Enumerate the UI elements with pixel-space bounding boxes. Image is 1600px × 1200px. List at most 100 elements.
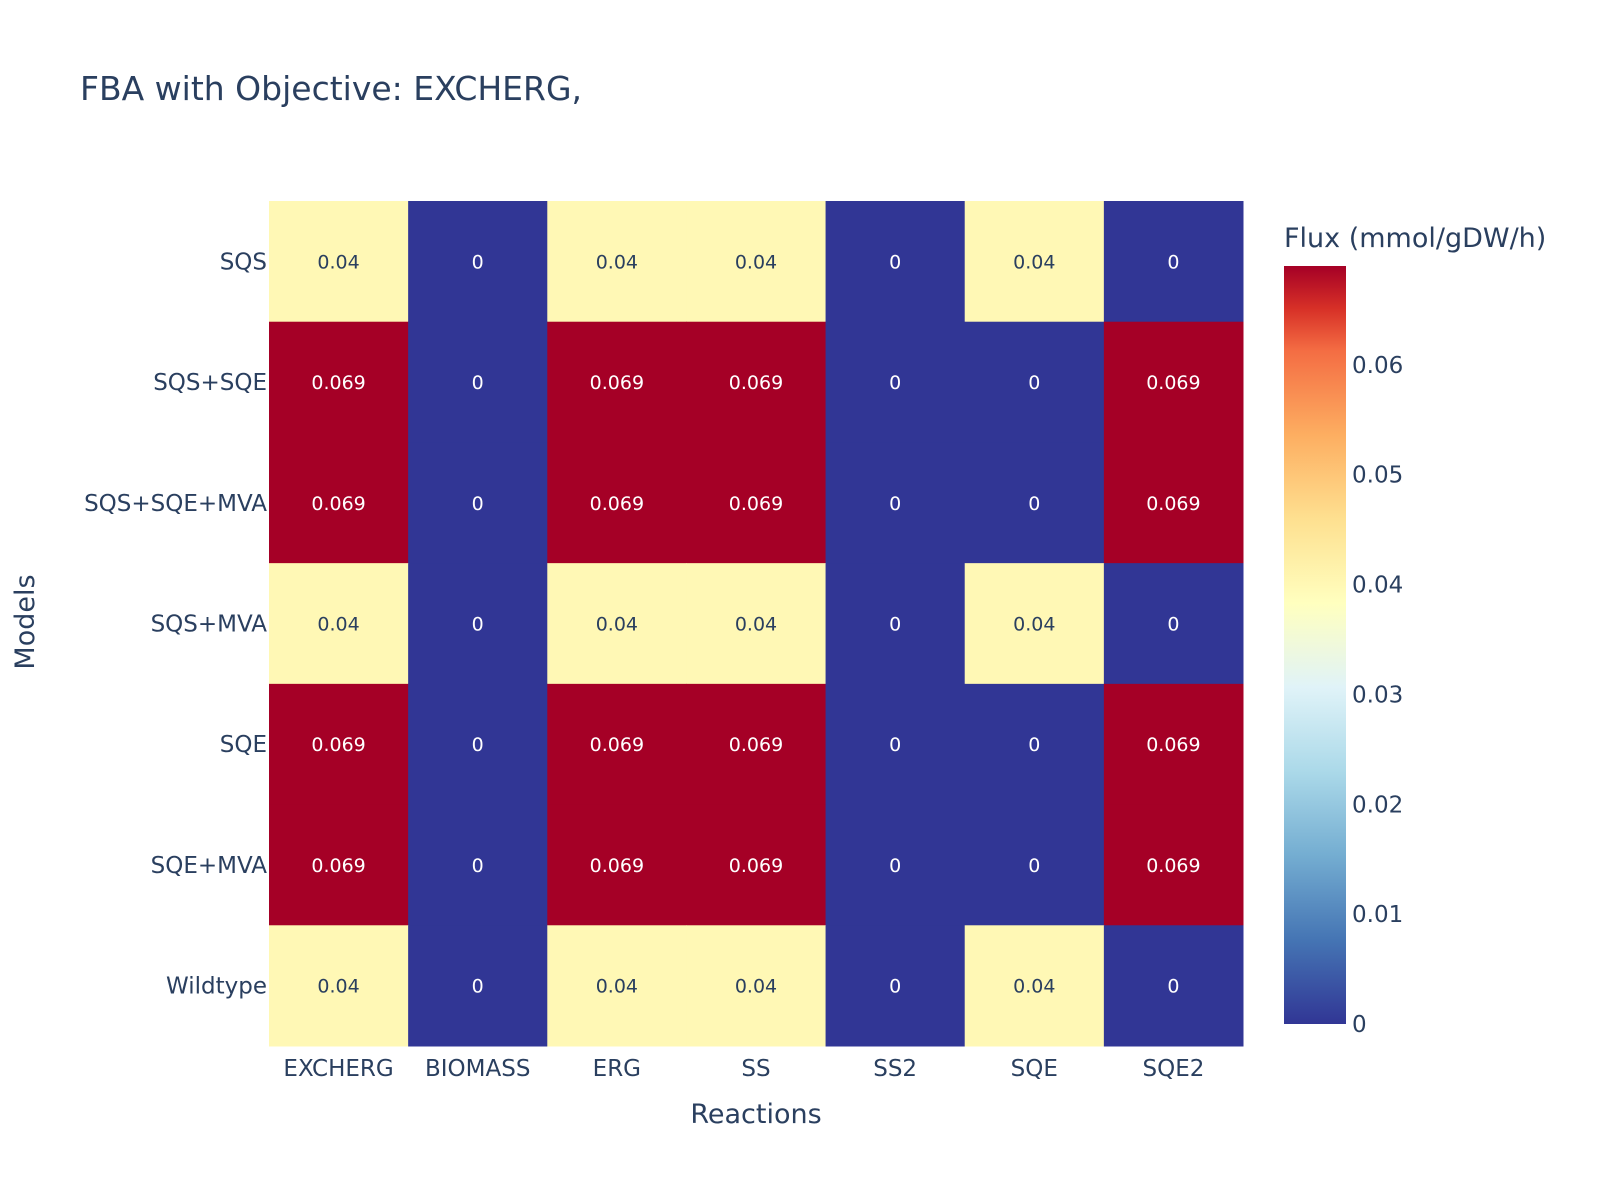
heatmap-cell — [408, 563, 548, 685]
heatmap-cell — [964, 442, 1105, 564]
heatmap-cell — [825, 563, 966, 685]
cell-value-label: 0 — [889, 251, 901, 273]
heatmap-cell — [686, 563, 827, 685]
heatmap-cell — [825, 804, 966, 926]
cell-value-label: 0 — [472, 734, 484, 756]
x-tick-label: SS — [741, 1056, 770, 1082]
cell-value-label: 0 — [1167, 976, 1179, 998]
heatmap-cell — [408, 442, 548, 564]
heatmap-cell — [686, 201, 827, 323]
cell-value-label: 0.069 — [590, 855, 644, 877]
cell-value-label: 0.069 — [311, 372, 365, 394]
y-tick-label: SQE — [220, 732, 267, 758]
x-tick-label: SQE — [1011, 1056, 1058, 1082]
colorbar-tick-label: 0 — [1352, 1012, 1367, 1038]
heatmap-cell — [1103, 321, 1244, 443]
cell-value-label: 0.04 — [735, 251, 777, 273]
cell-value-label: 0.069 — [590, 372, 644, 394]
cell-value-label: 0 — [1028, 734, 1040, 756]
cell-value-label: 0 — [472, 614, 484, 636]
x-tick-label: SS2 — [873, 1056, 917, 1082]
cell-value-label: 0 — [1028, 372, 1040, 394]
heatmap-cell — [1103, 804, 1244, 926]
colorbar-tick-label: 0.01 — [1352, 902, 1403, 928]
cell-value-label: 0.069 — [1146, 734, 1200, 756]
cell-value-label: 0.04 — [596, 614, 638, 636]
heatmap-cell — [547, 925, 687, 1047]
colorbar-ticks: 0 0.01 0.02 0.03 0.04 0.05 0.06 — [1352, 353, 1403, 1038]
colorbar-tick-label: 0.06 — [1352, 353, 1403, 379]
heatmap-cell — [408, 321, 548, 443]
heatmap-cell — [686, 804, 827, 926]
heatmap-cell — [964, 683, 1105, 806]
heatmap-cell — [825, 201, 966, 323]
cell-value-label: 0.069 — [1146, 493, 1200, 515]
heatmap-cell — [547, 201, 687, 323]
heatmap-cell — [269, 442, 409, 564]
cell-value-label: 0 — [889, 372, 901, 394]
cell-value-label: 0 — [889, 855, 901, 877]
heatmap-cell — [408, 683, 548, 806]
x-tick-label: ERG — [593, 1056, 641, 1082]
cell-value-label: 0.069 — [729, 855, 783, 877]
cell-value-label: 0 — [472, 372, 484, 394]
cell-value-label: 0.069 — [590, 493, 644, 515]
heatmap-cell — [269, 321, 409, 443]
x-tick-label: SQE2 — [1142, 1056, 1204, 1082]
cell-value-label: 0 — [889, 976, 901, 998]
colorbar-tick-label: 0.03 — [1352, 682, 1403, 708]
heatmap-cell — [1103, 563, 1244, 685]
x-tick-label: BIOMASS — [425, 1056, 530, 1082]
cell-value-label: 0.04 — [596, 976, 638, 998]
heatmap-cell — [547, 804, 687, 926]
heatmap-cell — [547, 442, 687, 564]
heatmap-cell — [269, 201, 409, 323]
heatmap-cell — [686, 321, 827, 443]
heatmap-cell — [964, 201, 1105, 323]
colorbar-tick-label: 0.05 — [1352, 463, 1403, 489]
y-tick-label: SQS+SQE+MVA — [84, 491, 267, 517]
heatmap-cell — [1103, 925, 1244, 1047]
heatmap-cell — [825, 925, 966, 1047]
heatmap-cell — [1103, 442, 1244, 564]
heatmap-cell — [686, 442, 827, 564]
cell-value-label: 0.069 — [590, 734, 644, 756]
cell-value-label: 0 — [472, 493, 484, 515]
heatmap-cell — [408, 925, 548, 1047]
heatmap-cell — [1103, 201, 1244, 323]
x-axis-ticks: EXCHERG BIOMASS ERG SS SS2 SQE SQE2 — [283, 1056, 1204, 1082]
cell-value-label: 0.069 — [311, 855, 365, 877]
heatmap-cell — [269, 563, 409, 685]
heatmap-cells — [269, 201, 1244, 1047]
cell-value-label: 0.069 — [1146, 372, 1200, 394]
colorbar-tick-label: 0.04 — [1352, 573, 1403, 599]
heatmap-cell — [547, 683, 687, 806]
y-axis-ticks: SQS SQS+SQE SQS+SQE+MVA SQS+MVA SQE SQE+MVA Wi… — [84, 249, 267, 999]
cell-value-label: 0 — [472, 251, 484, 273]
cell-value-label: 0.04 — [735, 614, 777, 636]
heatmap-cell — [269, 925, 409, 1047]
cell-value-label: 0.069 — [729, 734, 783, 756]
y-tick-label: SQS — [220, 249, 267, 275]
cell-value-label: 0 — [1028, 855, 1040, 877]
cell-value-label: 0.069 — [311, 493, 365, 515]
cell-value-label: 0.04 — [596, 251, 638, 273]
heatmap-cell-labels: 0.04 0 0.04 0.04 0 0.04 0 0.069 0 0.069 0.069 0 0 0.0… — [311, 251, 1200, 997]
cell-value-label: 0 — [1167, 251, 1179, 273]
heatmap-cell — [408, 804, 548, 926]
colorbar-tick-label: 0.02 — [1352, 792, 1403, 818]
x-axis-title: Reactions — [690, 1099, 821, 1130]
y-axis-title: Models — [10, 574, 41, 669]
cell-value-label: 0 — [1028, 493, 1040, 515]
cell-value-label: 0.04 — [317, 251, 359, 273]
cell-value-label: 0.04 — [317, 976, 359, 998]
heatmap-cell — [825, 683, 966, 806]
chart-title: FBA with Objective: EXCHERG, — [80, 69, 582, 108]
colorbar-title: Flux (mmol/gDW/h) — [1284, 223, 1546, 254]
heatmap-cell — [547, 321, 687, 443]
heatmap-cell — [686, 683, 827, 806]
heatmap-cell — [825, 321, 966, 443]
y-tick-label: SQE+MVA — [151, 853, 268, 879]
y-tick-label: SQS+MVA — [151, 612, 268, 638]
